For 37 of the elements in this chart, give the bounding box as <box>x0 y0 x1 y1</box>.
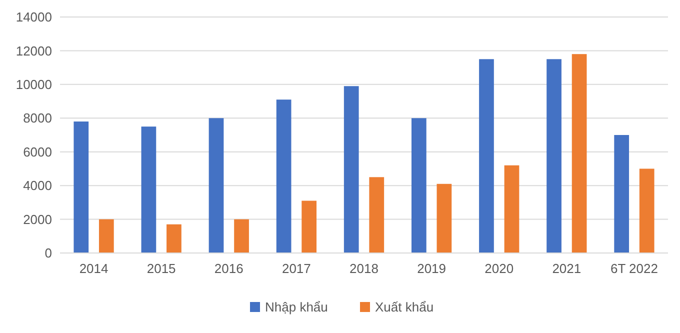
legend-label: Xuất khẩu <box>375 300 434 315</box>
bar <box>166 224 182 253</box>
legend-label: Nhập khẩu <box>265 300 328 315</box>
x-tick-label: 2015 <box>146 261 176 276</box>
bar <box>504 165 520 253</box>
bar <box>479 59 494 253</box>
x-tick-label: 2021 <box>552 261 582 276</box>
x-tick-label: 6T 2022 <box>610 261 658 276</box>
y-tick-label: 2000 <box>23 212 52 227</box>
bar <box>302 200 317 253</box>
bar <box>614 135 630 253</box>
bar <box>234 219 249 253</box>
y-tick-label: 6000 <box>23 144 52 160</box>
bar <box>208 118 224 253</box>
bar <box>436 184 452 253</box>
x-tick-label: 2019 <box>417 261 446 276</box>
y-tick-label: 12000 <box>16 43 52 58</box>
bar <box>546 59 562 253</box>
bar <box>141 126 156 253</box>
x-tick-label: 2014 <box>79 261 108 276</box>
y-tick-label: 8000 <box>23 110 52 126</box>
bar <box>344 86 359 253</box>
y-tick-label: 0 <box>44 246 52 261</box>
y-tick-label: 10000 <box>16 76 52 92</box>
y-tick-label: 14000 <box>16 10 52 25</box>
bar <box>411 118 426 253</box>
bar <box>74 122 89 253</box>
x-tick-label: 2020 <box>484 261 514 276</box>
x-tick-label: 2017 <box>282 261 311 276</box>
bar <box>369 177 384 253</box>
x-tick-label: 2016 <box>214 261 244 276</box>
x-tick-label: 2018 <box>350 261 378 276</box>
bar <box>98 219 114 253</box>
bar <box>276 100 292 253</box>
bar <box>572 54 587 253</box>
y-tick-label: 4000 <box>23 178 52 194</box>
bar <box>639 168 654 253</box>
